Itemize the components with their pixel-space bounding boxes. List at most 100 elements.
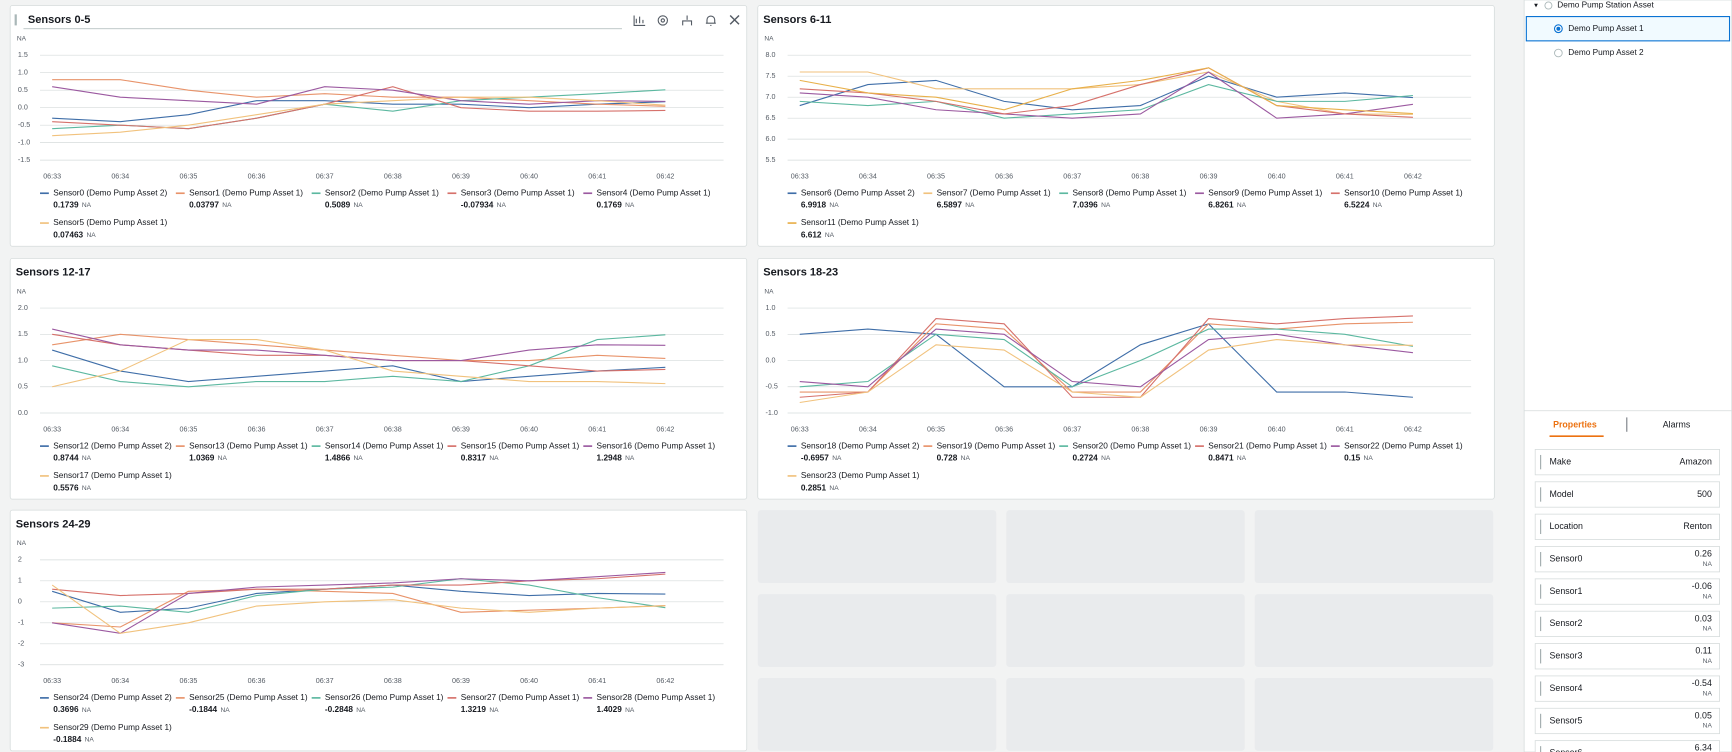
property-name: Location bbox=[1550, 521, 1583, 531]
legend-name[interactable]: Sensor3 (Demo Pump Asset 1) bbox=[461, 188, 575, 197]
series-line bbox=[799, 339, 1413, 404]
y-tick-label: 2 bbox=[18, 556, 22, 564]
y-tick-label: 1.5 bbox=[18, 330, 28, 338]
legend-name[interactable]: Sensor24 (Demo Pump Asset 2) bbox=[53, 693, 172, 702]
panel-bg bbox=[9, 258, 748, 500]
legend-name[interactable]: Sensor25 (Demo Pump Asset 1) bbox=[189, 693, 308, 702]
legend-name[interactable]: Sensor4 (Demo Pump Asset 1) bbox=[597, 188, 711, 197]
property-row bbox=[1534, 578, 1720, 605]
tree-root[interactable]: Demo Pump Station Asset bbox=[1557, 1, 1654, 10]
legend-name[interactable]: Sensor23 (Demo Pump Asset 1) bbox=[801, 471, 920, 480]
tab-alarms[interactable]: Alarms bbox=[1663, 419, 1691, 429]
legend-name[interactable]: Sensor22 (Demo Pump Asset 1) bbox=[1344, 441, 1463, 450]
property-value: 0.11 bbox=[1695, 646, 1712, 656]
property-unit: NA bbox=[1703, 690, 1713, 697]
legend-name[interactable]: Sensor7 (Demo Pump Asset 1) bbox=[937, 188, 1051, 197]
legend-name[interactable]: Sensor13 (Demo Pump Asset 1) bbox=[189, 441, 308, 450]
expand-icon[interactable]: ▾ bbox=[1534, 1, 1538, 10]
legend-name[interactable]: Sensor6 (Demo Pump Asset 2) bbox=[801, 188, 915, 197]
legend-name[interactable]: Sensor5 (Demo Pump Asset 1) bbox=[53, 218, 167, 227]
legend-value: 7.0396 bbox=[1072, 201, 1098, 210]
chart-icon[interactable] bbox=[633, 15, 646, 26]
legend-name[interactable]: Sensor28 (Demo Pump Asset 1) bbox=[597, 693, 716, 702]
x-tick-label: 06:40 bbox=[520, 425, 538, 433]
legend-unit: NA bbox=[220, 707, 230, 714]
legend-name[interactable]: Sensor9 (Demo Pump Asset 1) bbox=[1208, 188, 1322, 197]
legend-unit: NA bbox=[1373, 202, 1383, 209]
legend-value: -0.07934 bbox=[461, 201, 494, 210]
legend-name[interactable]: Sensor11 (Demo Pump Asset 1) bbox=[801, 218, 919, 227]
legend-name[interactable]: Sensor0 (Demo Pump Asset 2) bbox=[53, 188, 167, 197]
hierarchy-icon[interactable] bbox=[682, 15, 693, 26]
x-tick-label: 06:40 bbox=[1268, 173, 1286, 181]
close-icon[interactable] bbox=[729, 14, 740, 25]
legend-value: 0.2851 bbox=[801, 483, 827, 492]
legend-unit: NA bbox=[82, 202, 92, 209]
legend-name[interactable]: Sensor1 (Demo Pump Asset 1) bbox=[189, 188, 303, 197]
legend-value: 1.0369 bbox=[189, 453, 215, 462]
y-tick-label: -3 bbox=[18, 661, 24, 669]
y-tick-label: -1.0 bbox=[766, 409, 778, 417]
legend-name[interactable]: Sensor29 (Demo Pump Asset 1) bbox=[53, 723, 172, 732]
x-tick-label: 06:35 bbox=[927, 425, 945, 433]
radio[interactable] bbox=[1544, 1, 1553, 10]
y-tick-label: 1.0 bbox=[766, 304, 776, 312]
legend-name[interactable]: Sensor16 (Demo Pump Asset 1) bbox=[597, 441, 716, 450]
x-tick-label: 06:33 bbox=[791, 425, 809, 433]
chart-panel: Sensors 0-5 NA 1.5 1.0 0.5 0.0 -0.5 -1.0 -1.5 06:… bbox=[9, 5, 748, 247]
series-line bbox=[799, 75, 1413, 111]
legend-name[interactable]: Sensor19 (Demo Pump Asset 1) bbox=[937, 441, 1056, 450]
alarm-icon[interactable] bbox=[705, 15, 716, 26]
property-name: Sensor6 bbox=[1550, 748, 1583, 752]
empty-cell bbox=[1254, 678, 1494, 751]
x-tick-label: 06:36 bbox=[248, 425, 266, 433]
x-tick-label: 06:39 bbox=[452, 425, 470, 433]
legend-name[interactable]: Sensor27 (Demo Pump Asset 1) bbox=[461, 693, 580, 702]
x-tick-label: 06:33 bbox=[791, 173, 809, 181]
legend-name[interactable]: Sensor26 (Demo Pump Asset 1) bbox=[325, 693, 444, 702]
radio[interactable] bbox=[1554, 48, 1563, 58]
panel-title[interactable]: Sensors 0-5 bbox=[28, 14, 91, 26]
legend-unit: NA bbox=[965, 202, 975, 209]
drag-handle[interactable] bbox=[14, 14, 17, 26]
x-tick-label: 06:41 bbox=[588, 173, 606, 181]
tree-item[interactable]: Demo Pump Asset 2 bbox=[1568, 48, 1644, 57]
legend-unit: NA bbox=[489, 455, 499, 462]
y-tick-label: 7.5 bbox=[766, 72, 776, 80]
tab-properties[interactable]: Properties bbox=[1553, 419, 1597, 429]
x-tick-label: 06:36 bbox=[248, 173, 266, 181]
legend-name[interactable]: Sensor2 (Demo Pump Asset 1) bbox=[325, 188, 439, 197]
empty-cells bbox=[757, 510, 1494, 751]
x-tick-label: 06:37 bbox=[316, 677, 334, 685]
legend-name[interactable]: Sensor12 (Demo Pump Asset 2) bbox=[53, 441, 172, 450]
x-tick-label: 06:39 bbox=[1200, 425, 1218, 433]
tree-item[interactable]: Demo Pump Asset 1 bbox=[1568, 24, 1644, 33]
x-tick-label: 06:36 bbox=[995, 173, 1013, 181]
settings-icon[interactable] bbox=[657, 15, 669, 26]
empty-cell bbox=[1254, 510, 1494, 584]
legend-name[interactable]: Sensor14 (Demo Pump Asset 1) bbox=[325, 441, 444, 450]
property-name: Sensor1 bbox=[1550, 586, 1583, 596]
legend-name[interactable]: Sensor18 (Demo Pump Asset 2) bbox=[801, 441, 920, 450]
x-tick-label: 06:38 bbox=[384, 677, 402, 685]
legend-unit: NA bbox=[222, 202, 232, 209]
legend-unit: NA bbox=[1101, 202, 1111, 209]
legend-unit: NA bbox=[86, 232, 96, 239]
legend-name[interactable]: Sensor10 (Demo Pump Asset 1) bbox=[1344, 188, 1463, 197]
x-tick-label: 06:40 bbox=[520, 677, 538, 685]
legend-name[interactable]: Sensor17 (Demo Pump Asset 1) bbox=[53, 471, 172, 480]
property-row bbox=[1534, 481, 1720, 508]
y-tick-label: 5.5 bbox=[766, 156, 776, 164]
panel-title: Sensors 18-23 bbox=[763, 267, 838, 279]
panel-bg bbox=[757, 258, 1495, 500]
legend-name[interactable]: Sensor20 (Demo Pump Asset 1) bbox=[1072, 441, 1191, 450]
series-line bbox=[51, 349, 666, 383]
legend-unit: NA bbox=[82, 707, 92, 714]
x-tick-label: 06:35 bbox=[927, 173, 945, 181]
legend-name[interactable]: Sensor21 (Demo Pump Asset 1) bbox=[1208, 441, 1327, 450]
series-line bbox=[52, 334, 666, 388]
legend-value: 6.612 bbox=[801, 230, 822, 239]
legend-name[interactable]: Sensor15 (Demo Pump Asset 1) bbox=[461, 441, 580, 450]
legend-name[interactable]: Sensor8 (Demo Pump Asset 1) bbox=[1072, 188, 1186, 197]
legend-unit: NA bbox=[356, 707, 366, 714]
